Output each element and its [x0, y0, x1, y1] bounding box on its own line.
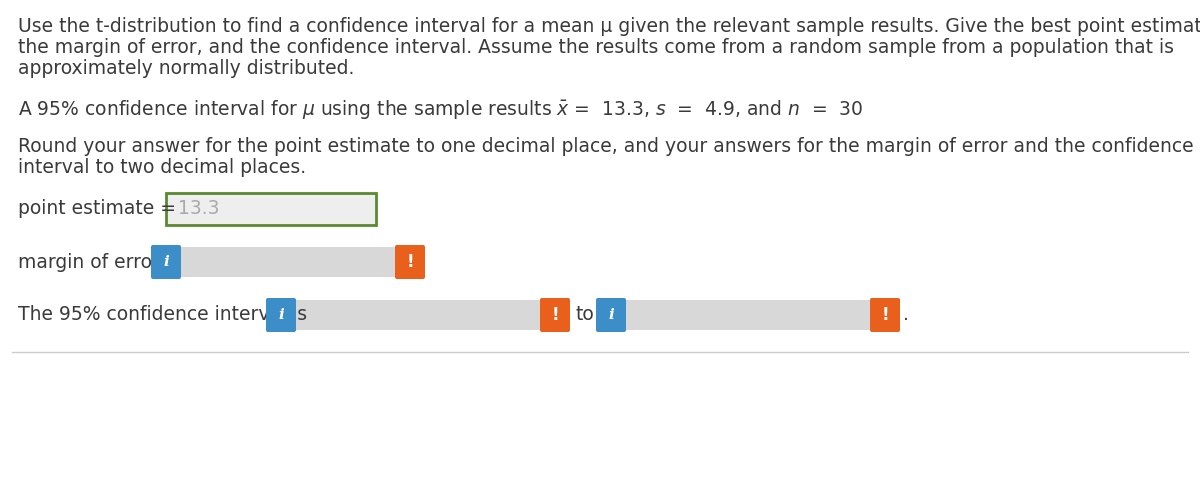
Text: !: !	[551, 306, 559, 324]
FancyBboxPatch shape	[395, 245, 425, 279]
Text: i: i	[163, 255, 169, 269]
FancyBboxPatch shape	[151, 245, 181, 279]
Text: !: !	[881, 306, 889, 324]
FancyBboxPatch shape	[870, 298, 900, 332]
Text: Use the t-distribution to find a confidence interval for a mean μ given the rele: Use the t-distribution to find a confide…	[18, 17, 1200, 36]
FancyBboxPatch shape	[166, 193, 376, 225]
FancyBboxPatch shape	[540, 298, 570, 332]
Bar	[179, 247, 397, 277]
Text: approximately normally distributed.: approximately normally distributed.	[18, 59, 354, 78]
Text: !: !	[406, 253, 414, 271]
Text: A 95% confidence interval for $\mu$ using the sample results $\bar{x}$ =  13.3, : A 95% confidence interval for $\mu$ usin…	[18, 98, 864, 121]
Text: the margin of error, and the confidence interval. Assume the results come from a: the margin of error, and the confidence …	[18, 38, 1174, 57]
Text: Round your answer for the point estimate to one decimal place, and your answers : Round your answer for the point estimate…	[18, 137, 1194, 156]
Text: i: i	[278, 308, 284, 322]
Text: The 95% confidence interval is: The 95% confidence interval is	[18, 306, 307, 325]
Text: point estimate =: point estimate =	[18, 199, 182, 219]
Bar	[624, 300, 872, 330]
Text: .: .	[904, 306, 908, 325]
FancyBboxPatch shape	[266, 298, 296, 332]
Text: to: to	[576, 306, 595, 325]
Text: i: i	[608, 308, 614, 322]
Text: margin of error =: margin of error =	[18, 252, 187, 271]
Text: 13.3: 13.3	[178, 199, 220, 219]
Bar	[294, 300, 542, 330]
FancyBboxPatch shape	[596, 298, 626, 332]
Text: interval to two decimal places.: interval to two decimal places.	[18, 158, 306, 177]
